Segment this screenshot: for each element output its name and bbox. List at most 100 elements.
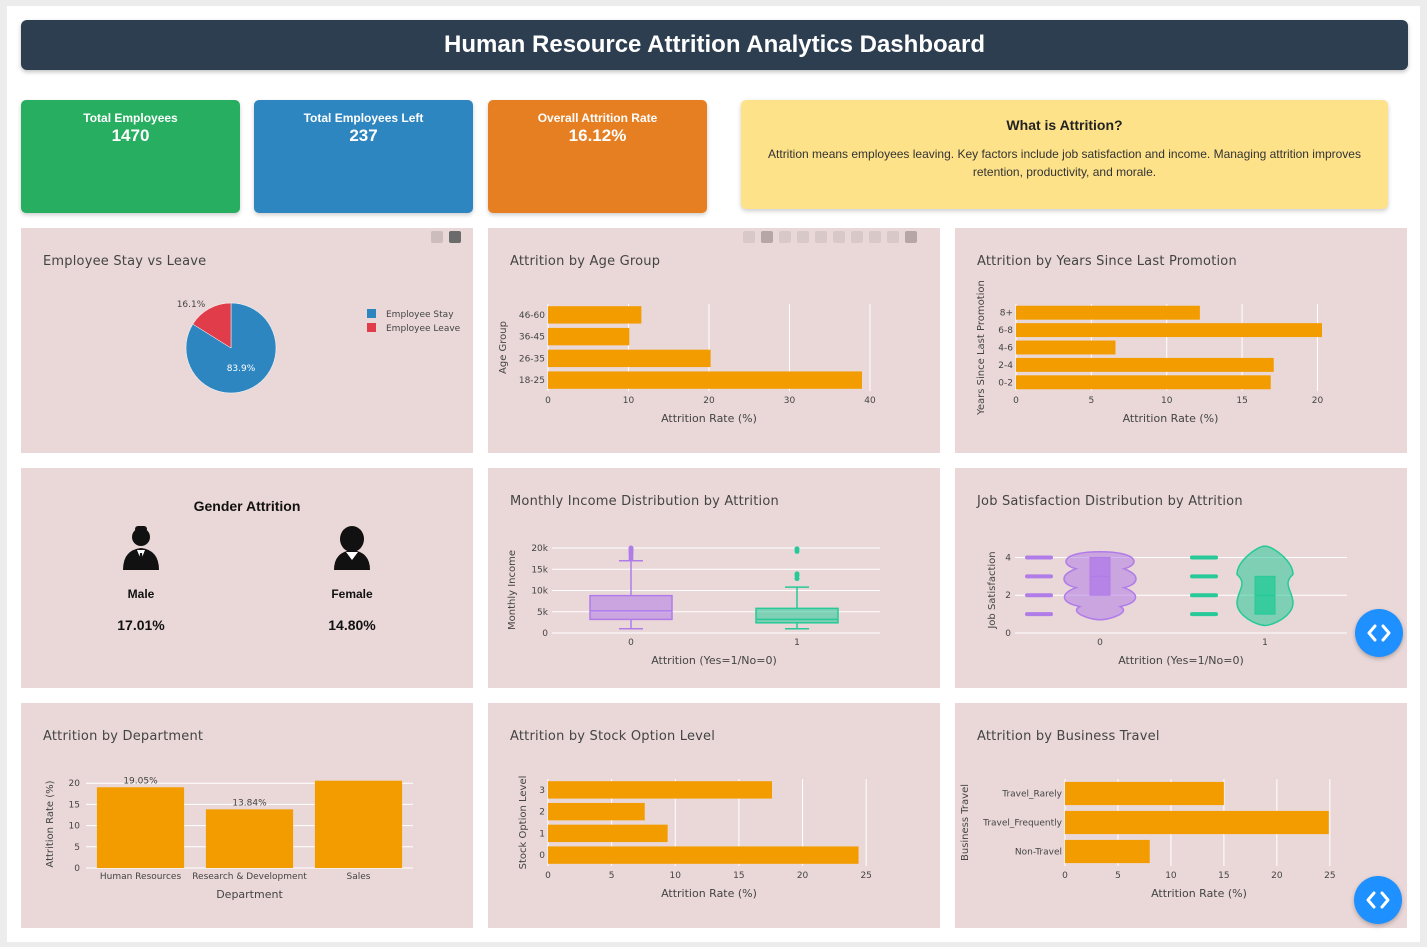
panel-promotion: Attrition by Years Since Last Promotion … [955,228,1407,453]
reset-axes-icon[interactable] [887,231,899,243]
code-toggle-button[interactable] [1354,876,1402,924]
attrition-info-card: What is Attrition? Attrition means emplo… [741,100,1388,209]
panel-department: Attrition by Department 0 5 10 15 20 19.05% Hu… [21,703,473,928]
legend-label: Employee Leave [386,324,461,334]
chart-title: Attrition by Department [43,729,204,744]
zoom-in-icon[interactable] [833,231,845,243]
box [589,594,673,621]
y-tick-label: 4 [1005,553,1011,563]
lasso-icon[interactable] [815,231,827,243]
x-axis-label: Attrition Rate (%) [1123,412,1219,425]
bar [205,809,294,868]
panel-monthly-income: Monthly Income Distribution by Attrition… [488,468,940,688]
female-person-icon [334,526,370,570]
y-tick-label: Travel_Rarely [1001,790,1062,800]
x-tick-label: 1 [1262,638,1268,648]
y-tick-label: 0-2 [998,378,1013,388]
zoom-icon[interactable] [761,231,773,243]
bar [548,371,862,389]
y-tick-label: 15k [531,565,548,575]
x-tick-label: 5 [1115,871,1121,881]
x-tick-label: 0 [545,871,551,881]
y-tick-label: 18-25 [519,376,545,386]
info-text: Attrition means employees leaving. Key f… [768,147,1361,179]
x-tick-label: 15 [733,871,744,881]
x-tick-label: 10 [623,396,635,406]
y-tick-label: 1 [539,829,545,839]
bar-data-label: 19.05% [123,776,158,786]
x-tick-label: 25 [860,871,871,881]
violin-point [1025,593,1053,598]
chart-title: Monthly Income Distribution by Attrition [510,494,779,509]
bar [1016,357,1274,372]
kpi-label: Total Employees Left [303,111,424,125]
box-outlier [794,546,800,552]
x-tick-label: 20 [1312,396,1324,406]
autoscale-icon[interactable] [869,231,881,243]
bar [1065,839,1150,864]
x-tick-label: 1 [794,638,800,648]
code-brackets-icon [1366,891,1390,909]
y-axis-label: Job Satisfaction [987,551,998,629]
page-title: Human Resource Attrition Analytics Dashb… [444,31,985,58]
legend-label: Employee Stay [386,310,454,320]
x-axis-label: Attrition Rate (%) [661,412,757,425]
y-tick-label: 0 [542,629,548,639]
y-tick-label: 36-45 [519,333,545,343]
y-tick-label: Non-Travel [1015,848,1062,858]
x-axis-label: Attrition Rate (%) [661,887,757,900]
x-axis-label: Department [216,888,283,901]
panel-stay-vs-leave: Employee Stay vs Leave 83.9% 16.1% Employe… [21,228,473,453]
y-tick-label: 20k [531,544,548,554]
bar [1016,305,1200,320]
plotly-logo-icon[interactable] [905,231,917,243]
bar-data-label: 13.84% [232,798,267,808]
gender-label: Female [331,587,373,601]
y-axis-label: Age Group [498,321,509,374]
bar-chart-stock-option: 0 5 10 15 20 25 0 1 2 3 Attrition Rate (%) Stock Op… [518,776,872,900]
legend-swatch [367,323,376,332]
bar-chart-age-group: 0 10 20 30 40 18-25 26-35 36-45 46-60 Attrition R… [498,304,876,425]
violin-point [1025,555,1053,560]
kpi-value: 16.12% [568,126,627,145]
pie-chart-stay-vs-leave: 83.9% 16.1% Employee Stay Employee Leave [177,300,461,394]
chart-title: Attrition by Age Group [510,254,661,269]
kpi-overall-attrition-rate: Overall Attrition Rate 16.12% [488,100,707,213]
y-tick-label: 10k [531,587,548,597]
y-tick-label: 46-60 [519,311,545,321]
panel-business-travel: Attrition by Business Travel 0 5 10 15 20 25 N… [955,703,1407,928]
zoom-out-icon[interactable] [851,231,863,243]
y-tick-label: 26-35 [519,354,545,364]
x-tick-label: 5 [1088,396,1094,406]
bar [96,787,185,868]
kpi-value: 1470 [111,126,150,145]
x-tick-label: 0 [1097,638,1103,648]
plotly-logo-icon[interactable] [449,231,461,243]
x-tick-label: 15 [1236,396,1247,406]
y-tick-label: 0 [539,851,545,861]
y-tick-label: 0 [1005,629,1011,639]
bar [1065,810,1329,835]
pie-data-label: 16.1% [177,300,206,310]
code-toggle-button[interactable] [1355,609,1403,657]
camera-icon[interactable] [743,231,755,243]
gender-title: Gender Attrition [193,498,301,514]
x-tick-label: Sales [347,872,371,882]
y-tick-label: 15 [69,800,80,810]
x-axis-label: Attrition (Yes=1/No=0) [1118,654,1244,667]
box-select-icon[interactable] [797,231,809,243]
kpi-label: Overall Attrition Rate [537,111,658,125]
y-tick-label: 8+ [1000,309,1013,319]
pan-icon[interactable] [779,231,791,243]
box-plot-monthly-income: 0 5k 10k 15k 20k 0 1 Attrition (Yes=1/No=0) Mont… [507,544,880,667]
violin-point [1190,555,1218,560]
box [755,607,839,624]
y-tick-label: 10 [69,822,81,832]
camera-icon[interactable] [431,231,443,243]
violin-point [1190,612,1218,617]
bar [548,306,642,324]
kpi-total-employees-left: Total Employees Left 237 [254,100,473,213]
bar [548,781,772,799]
y-tick-label: 20 [69,779,81,789]
chart-title: Employee Stay vs Leave [43,254,207,269]
